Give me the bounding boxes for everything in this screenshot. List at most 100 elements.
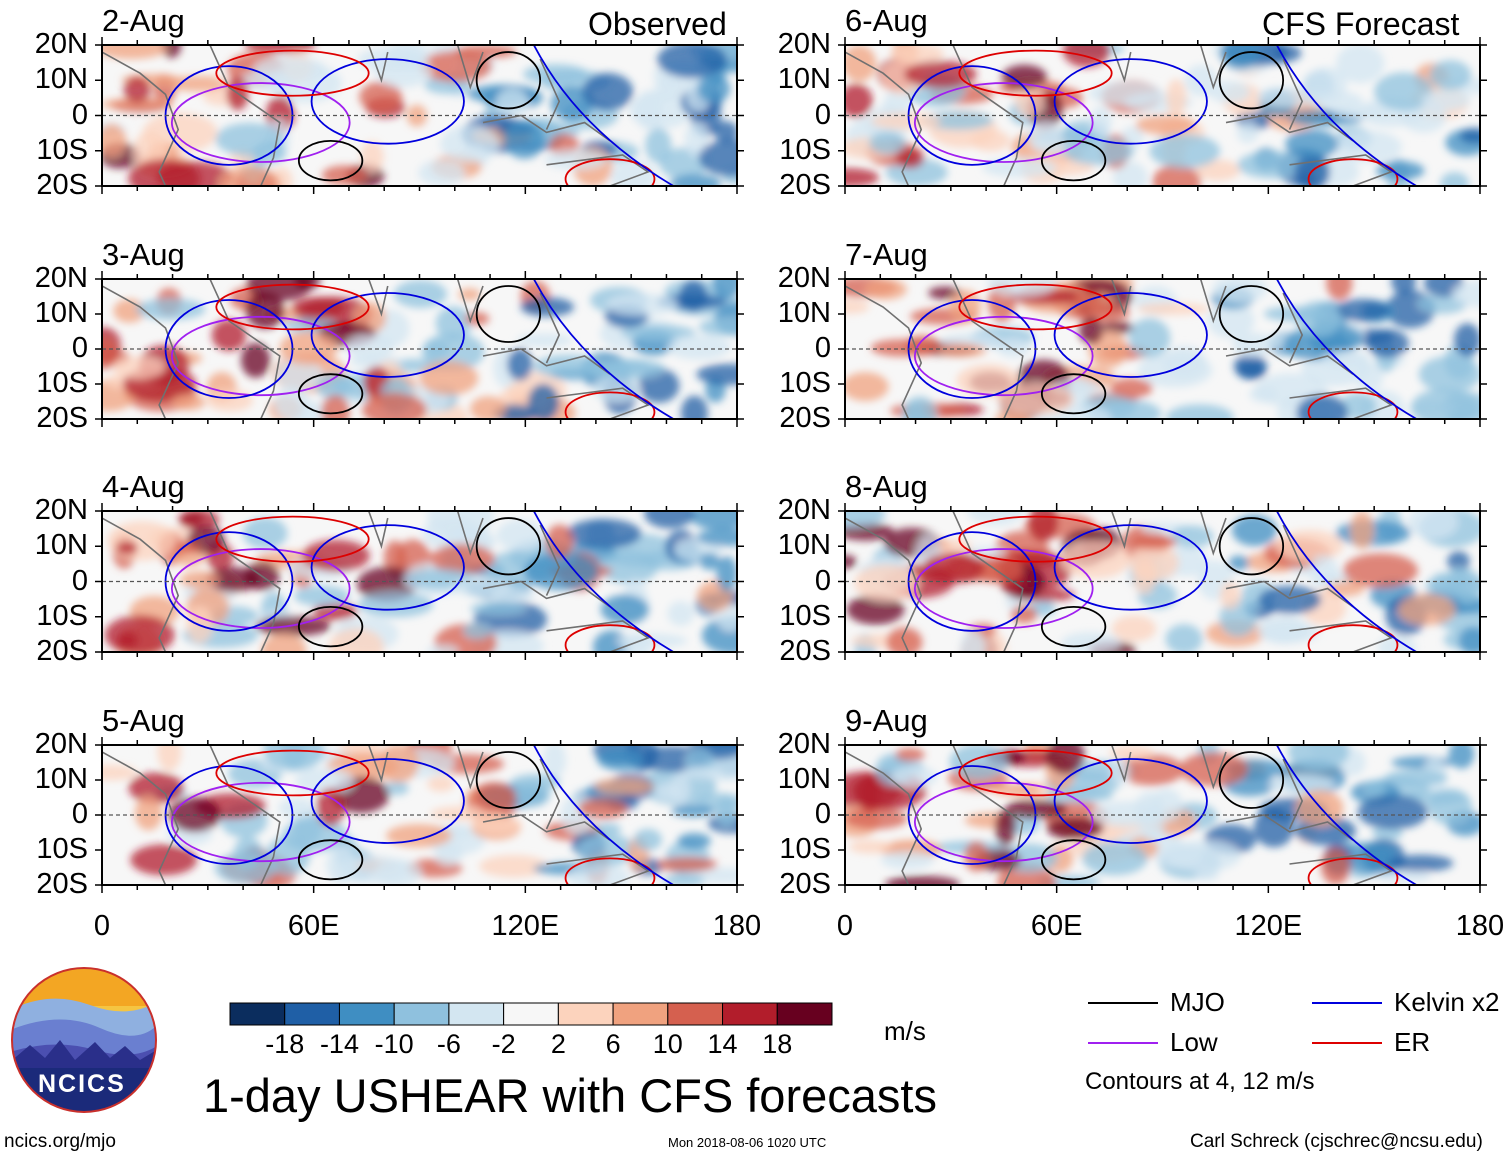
timestamp: Mon 2018-08-06 1020 UTC [668, 1135, 827, 1150]
legend-label: Low [1170, 1027, 1218, 1057]
panel-date-label: 3-Aug [102, 237, 185, 272]
colorbar-tick: 18 [762, 1029, 793, 1059]
tick-marks [95, 503, 744, 660]
panel-5-Aug [95, 737, 744, 893]
shear-field [102, 745, 737, 885]
colorbar-tick: -2 [491, 1029, 516, 1059]
shear-field [845, 745, 1480, 885]
y-tick-label: 20S [779, 169, 831, 201]
ncics-logo [11, 967, 157, 1113]
colorbar-swatch [503, 1002, 559, 1026]
tick-marks [95, 37, 744, 194]
y-tick-label: 20N [34, 28, 88, 60]
y-tick-label: 10N [777, 763, 831, 795]
wave-contours [164, 745, 674, 885]
tick-marks [838, 737, 1487, 893]
y-tick-label: 10N [34, 297, 88, 329]
tick-marks [95, 737, 744, 893]
shear-field [845, 279, 1480, 419]
x-tick-label: 0 [836, 910, 854, 942]
colorbar-tick: 14 [707, 1029, 738, 1059]
tick-marks [838, 503, 1487, 660]
contour-note: Contours at 4, 12 m/s [1085, 1068, 1315, 1095]
panel-7-Aug [838, 271, 1487, 427]
logo-text: NCICS [38, 1070, 126, 1098]
panel-date-label: 9-Aug [845, 703, 928, 738]
y-tick-label: 10N [777, 63, 831, 96]
y-tick-label: 0 [814, 332, 831, 364]
wave-contours [907, 745, 1417, 885]
tick-marks [838, 37, 1487, 194]
y-tick-label: 10S [779, 367, 831, 399]
x-tick-label: 60E [287, 910, 340, 942]
colorbar-swatch [338, 1002, 395, 1026]
y-tick-label: 20N [777, 728, 831, 760]
colorbar-tick: 6 [605, 1029, 621, 1059]
shear-field [102, 279, 737, 419]
y-tick-label: 10S [36, 833, 88, 865]
y-tick-label: 10S [36, 367, 88, 399]
colorbar-tick: 10 [652, 1029, 683, 1059]
y-tick-label: 10N [34, 529, 88, 562]
x-tick-label: 60E [1030, 910, 1083, 942]
y-tick-label: 10N [34, 763, 88, 795]
y-tick-label: 10S [779, 833, 831, 865]
y-tick-label: 0 [71, 98, 88, 131]
wave-contours [907, 45, 1417, 186]
panel-date-label: 2-Aug [102, 3, 185, 38]
colorbar-swatch [776, 1002, 833, 1026]
colorbar-tick: -18 [265, 1029, 305, 1059]
panel-9-Aug [838, 737, 1487, 893]
panel-2-Aug [95, 37, 744, 194]
panels-layer [95, 37, 1487, 893]
y-tick-label: 20N [777, 262, 831, 294]
panel-date-label: 5-Aug [102, 703, 185, 738]
shear-field [102, 45, 737, 186]
shear-field [102, 511, 737, 652]
y-tick-label: 20N [34, 494, 88, 526]
colorbar-tick: 2 [550, 1029, 566, 1059]
y-tick-label: 20S [36, 635, 88, 667]
x-tick-label: 120E [1234, 910, 1303, 942]
panel-8-Aug [838, 503, 1487, 660]
colorbar-swatch [612, 1002, 669, 1026]
figure-title: 1-day USHEAR with CFS forecasts [203, 1069, 937, 1122]
y-tick-label: 10N [34, 63, 88, 96]
y-tick-label: 20S [779, 868, 831, 900]
y-tick-label: 10S [36, 599, 88, 632]
panel-date-label: 7-Aug [845, 237, 928, 272]
x-tick-label: 180 [1455, 910, 1505, 942]
y-tick-label: 20S [779, 635, 831, 667]
y-tick-label: 20S [36, 868, 88, 900]
tick-marks [95, 271, 744, 427]
y-tick-label: 20S [779, 402, 831, 434]
legend-label: Kelvin x2 [1394, 987, 1500, 1017]
x-tick-label: 180 [712, 910, 762, 942]
colorbar-swatch [284, 1002, 340, 1026]
wave-contours [164, 45, 674, 186]
y-tick-label: 0 [814, 564, 831, 597]
y-tick-label: 20N [34, 262, 88, 294]
x-tick-label: 120E [491, 910, 560, 942]
colorbar-swatch [722, 1002, 778, 1026]
y-tick-label: 0 [71, 798, 88, 830]
y-tick-label: 20S [36, 402, 88, 434]
site-link[interactable]: ncics.org/mjo [4, 1131, 116, 1152]
colorbar-swatch [393, 1002, 450, 1026]
panel-4-Aug [95, 503, 744, 660]
y-tick-label: 20S [36, 169, 88, 201]
coastlines [102, 279, 650, 419]
colorbar-swatch [229, 1002, 286, 1026]
y-tick-label: 20N [34, 728, 88, 760]
panel-date-label: 6-Aug [845, 3, 928, 38]
colorbar-unit: m/s [884, 1016, 926, 1046]
colorbar-swatch [448, 1002, 505, 1026]
coastlines [102, 45, 650, 186]
y-tick-label: 0 [71, 564, 88, 597]
legend-label: ER [1394, 1027, 1431, 1057]
y-tick-label: 20N [777, 494, 831, 526]
observed-header: Observed [588, 6, 727, 42]
y-tick-label: 0 [814, 98, 831, 131]
shear-field [845, 511, 1480, 652]
